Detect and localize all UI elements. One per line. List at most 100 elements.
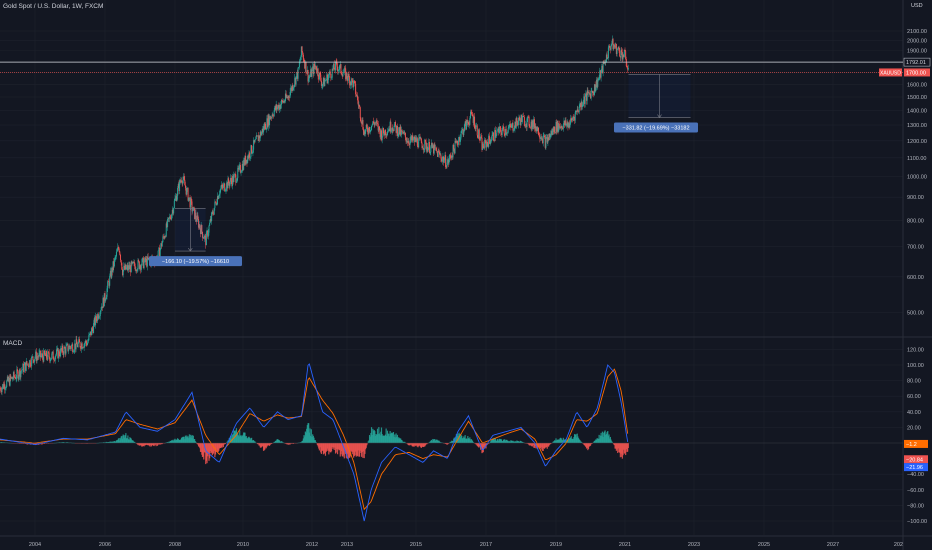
macd-histogram-bar (422, 443, 424, 447)
candle-body (274, 106, 276, 111)
macd-histogram-bar (625, 443, 627, 450)
macd-histogram-bar (384, 435, 386, 443)
macd-histogram-bar (226, 442, 228, 443)
macd-histogram-bar (547, 443, 549, 447)
macd-histogram-bar (361, 443, 363, 452)
candle-body (345, 68, 347, 80)
candle (97, 312, 99, 324)
candle (522, 115, 524, 117)
candle (201, 224, 203, 235)
candle-body (58, 350, 60, 359)
macd-histogram-bar (17, 443, 19, 444)
macd-histogram-bar (506, 439, 508, 443)
macd-histogram-bar (595, 439, 597, 443)
candle-body (128, 265, 130, 271)
macd-histogram-bar (471, 440, 474, 443)
candle-body (334, 69, 336, 71)
candle (125, 264, 127, 270)
chart-title[interactable]: Gold Spot / U.S. Dollar, 1W, FXCM (3, 3, 104, 10)
candle-body (473, 116, 475, 123)
macd-histogram-bar (585, 443, 588, 449)
candle (235, 171, 237, 186)
candle (386, 131, 388, 139)
candle (372, 121, 374, 125)
candle (19, 367, 21, 380)
macd-histogram-bar (508, 440, 510, 443)
candle (207, 229, 209, 240)
candle-body (261, 128, 263, 133)
macd-histogram-bar (399, 438, 401, 443)
annotations[interactable]: −166.10 (−19.57%) −16610 −331.82 (−19.69%… (0, 61, 903, 267)
macd-histogram-bar (454, 439, 456, 443)
candle (576, 110, 578, 115)
macd-histogram-bar (409, 443, 411, 446)
candle-body (343, 72, 345, 74)
candle (165, 235, 167, 238)
candle-body (490, 141, 492, 144)
candle-body (129, 265, 131, 270)
candle-body (363, 131, 365, 135)
candle-body (248, 152, 250, 159)
candle-body (181, 180, 183, 182)
candle-body (522, 115, 524, 117)
macd-histogram-bar (445, 443, 447, 445)
candle (465, 119, 467, 131)
candle-body (193, 207, 195, 208)
candle (556, 119, 558, 135)
candle (89, 331, 91, 336)
macd-histogram-bar (365, 443, 367, 448)
macd-histogram-bar (606, 432, 608, 443)
candle-body (79, 342, 81, 348)
candle-body (351, 78, 353, 85)
candle (612, 37, 614, 51)
candle-body (543, 135, 545, 137)
macd-histogram-bar (503, 439, 505, 443)
candle (274, 105, 276, 112)
candle-body (528, 116, 530, 126)
candle-body (170, 218, 172, 220)
candle-body (33, 359, 35, 363)
candle-body (304, 61, 306, 69)
macd-histogram-bar (304, 436, 306, 443)
candle (396, 124, 398, 134)
measure-label: −166.10 (−19.57%) −16610 (162, 259, 229, 265)
macd-histogram-bar (463, 436, 465, 443)
candle-body (265, 123, 267, 130)
candle (210, 215, 212, 223)
candle (31, 353, 33, 358)
candle-body (262, 128, 264, 133)
candle (12, 370, 14, 381)
macd-histogram-bar (624, 443, 626, 454)
candle (337, 69, 339, 75)
candle-body (282, 100, 284, 103)
macd-title[interactable]: MACD (3, 340, 23, 347)
candle (118, 247, 120, 253)
candle-body (469, 118, 471, 125)
measure-tool[interactable]: −331.82 (−19.69%) −33182 (614, 74, 698, 133)
macd-histogram-bar (177, 438, 179, 443)
candle-body (14, 376, 16, 379)
candle (601, 63, 603, 74)
macd-histogram-bar (605, 434, 607, 443)
candle-body (146, 258, 148, 267)
measure-tool[interactable]: −166.10 (−19.57%) −16610 (149, 208, 242, 267)
macd-histogram-bar (197, 443, 200, 447)
macd-histogram-bar (385, 428, 387, 443)
macd-histogram-bar (395, 433, 397, 443)
macd-histogram-bar (370, 427, 373, 443)
candle (415, 135, 417, 142)
candle (412, 132, 414, 143)
candle-body (3, 384, 5, 389)
candle (619, 55, 621, 62)
candle-body (230, 177, 232, 182)
macd-histogram-bar (203, 443, 206, 453)
macd-histogram-bar (176, 440, 178, 443)
macd-histogram-bar (570, 436, 572, 443)
candle (276, 104, 278, 114)
candle-body (275, 104, 277, 110)
macd-histogram-bar (541, 443, 544, 451)
candle (390, 118, 392, 134)
macd-histogram-bar (244, 432, 246, 443)
macd-histogram-bar (277, 439, 279, 443)
